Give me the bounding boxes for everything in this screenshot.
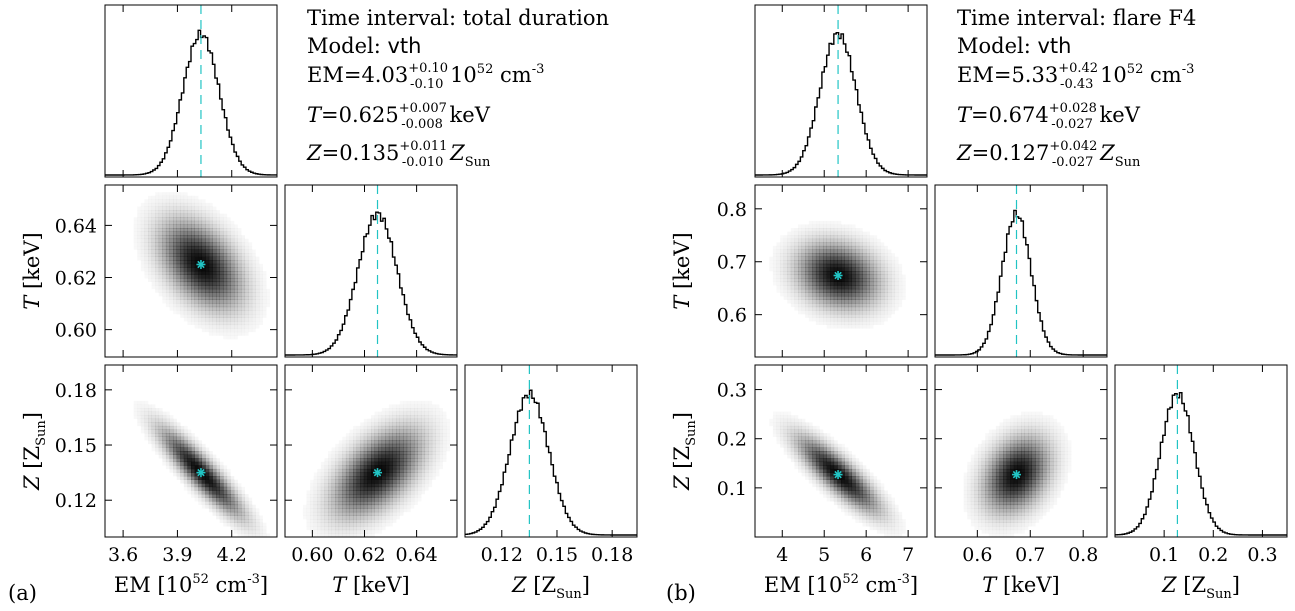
x-axis-label-em: EM [1052 cm-3] xyxy=(114,572,268,597)
y-axis-label-abundance: Z [ZSun] xyxy=(670,412,699,491)
density-Z-vs-EM-frame xyxy=(754,364,928,538)
x-tick-label: 0.7 xyxy=(1015,544,1045,566)
histogram-frame-T xyxy=(284,184,458,358)
x-tick-label: 0.3 xyxy=(1247,544,1277,566)
density-Z-vs-T xyxy=(310,404,447,538)
em-value-text: EM=4.03+0.10 -0.10 1052 cm-3 xyxy=(307,61,544,92)
best-fit-marker xyxy=(373,468,383,478)
model-text: Model: vth xyxy=(957,34,1071,58)
density-Z-vs-EM xyxy=(776,415,903,534)
histogram-frame-Z xyxy=(464,364,638,538)
y-tick-label: 0.12 xyxy=(55,490,97,512)
x-axis-label-abundance: Z [ZSun] xyxy=(1161,573,1240,602)
time-interval-text: Time interval: flare F4 xyxy=(957,6,1196,30)
density-T-vs-EM xyxy=(137,195,263,333)
x-tick-label: 0.18 xyxy=(591,544,633,566)
temperature-value-text: T=0.625+0.007 -0.008 keV xyxy=(307,101,491,132)
histogram-frame-EM xyxy=(104,4,278,178)
x-tick-label: 0.60 xyxy=(291,544,333,566)
y-tick-label: 0.18 xyxy=(55,380,97,402)
y-tick-label: 0.62 xyxy=(55,268,97,290)
density-T-vs-EM-frame xyxy=(104,184,278,358)
x-tick-label: 0.1 xyxy=(1149,544,1179,566)
x-tick-label: 3.9 xyxy=(162,544,192,566)
density-T-vs-EM-frame xyxy=(754,184,928,358)
model-text: Model: vth xyxy=(307,34,421,58)
y-axis-label-temperature: T [keV] xyxy=(670,232,694,309)
y-tick-label: 0.7 xyxy=(717,252,747,274)
best-fit-marker xyxy=(1012,470,1021,480)
histogram-line-T xyxy=(285,211,457,356)
corner-panel-b: 4 5 6 7 0.6 0.7 0.8 0.1 0.2 0.3 0.6 0.7 0.8 0.1 0.2 0.3… xyxy=(666,4,1288,605)
histogram-frame-EM xyxy=(754,4,928,178)
histogram-T xyxy=(935,185,1107,357)
x-tick-label: 0.62 xyxy=(343,544,385,566)
histogram-Z xyxy=(465,365,637,537)
panel-label: (b) xyxy=(666,581,696,605)
x-tick-label: 4 xyxy=(776,544,788,566)
x-axis-label-abundance: Z [ZSun] xyxy=(511,573,590,602)
density-Z-vs-T-frame xyxy=(934,364,1108,538)
histogram-frame-Z xyxy=(1114,364,1288,538)
x-tick-label: 0.8 xyxy=(1068,544,1098,566)
y-tick-label: 0.64 xyxy=(55,215,97,237)
histogram-line-Z xyxy=(1115,391,1287,536)
x-tick-label: 0.2 xyxy=(1198,544,1228,566)
abundance-value-text: Z=0.127+0.042 -0.027 ZSun xyxy=(956,139,1141,170)
histogram-EM xyxy=(105,5,277,177)
histogram-EM xyxy=(755,5,927,177)
x-tick-label: 4.2 xyxy=(217,544,247,566)
histogram-line-EM xyxy=(105,29,277,176)
best-fit-marker xyxy=(833,470,843,480)
x-tick-label: 5 xyxy=(818,544,830,566)
y-tick-label: 0.3 xyxy=(717,380,747,402)
temperature-value-text: T=0.674+0.028 -0.027 keV xyxy=(957,101,1141,132)
y-tick-label: 0.2 xyxy=(717,429,747,451)
histogram-line-T xyxy=(935,209,1107,356)
best-fit-marker xyxy=(196,468,206,478)
abundance-value-text: Z=0.135+0.011 -0.010 ZSun xyxy=(306,139,491,170)
best-fit-marker xyxy=(196,259,206,269)
histogram-frame-T xyxy=(934,184,1108,358)
histogram-Z xyxy=(1115,365,1287,537)
x-axis-label-temperature: T [keV] xyxy=(982,573,1059,597)
y-axis-label-temperature: T [keV] xyxy=(20,232,44,309)
histogram-line-EM xyxy=(755,31,927,176)
corner-panel-a: 3.6 3.9 4.2 0.60 0.62 0.64 0.12 0.15 0.18 0.60 0.6… xyxy=(8,4,638,605)
em-value-text: EM=5.33+0.42 -0.43 1052 cm-3 xyxy=(957,61,1194,92)
x-tick-label: 0.15 xyxy=(536,544,578,566)
histogram-T xyxy=(285,185,457,357)
density-T-vs-EM xyxy=(776,224,903,326)
x-tick-label: 7 xyxy=(902,544,914,566)
y-tick-label: 0.6 xyxy=(717,305,747,327)
y-tick-label: 0.15 xyxy=(55,435,97,457)
x-tick-label: 6 xyxy=(860,544,872,566)
y-tick-label: 0.1 xyxy=(717,478,747,500)
panel-label: (a) xyxy=(8,581,37,605)
x-tick-label: 0.6 xyxy=(962,544,992,566)
density-Z-vs-T xyxy=(967,415,1068,534)
x-tick-label: 3.6 xyxy=(108,544,138,566)
y-axis-label-abundance: Z [ZSun] xyxy=(20,412,49,491)
x-axis-label-temperature: T [keV] xyxy=(332,573,409,597)
x-tick-label: 0.12 xyxy=(481,544,523,566)
y-tick-label: 0.8 xyxy=(717,199,747,221)
histogram-line-Z xyxy=(465,389,637,536)
x-tick-label: 0.64 xyxy=(395,544,437,566)
y-tick-label: 0.60 xyxy=(55,320,97,342)
density-Z-vs-EM xyxy=(137,404,263,538)
density-Z-vs-T-frame xyxy=(284,364,458,538)
density-Z-vs-EM-frame xyxy=(104,364,278,538)
time-interval-text: Time interval: total duration xyxy=(307,6,609,30)
best-fit-marker xyxy=(833,271,843,280)
x-axis-label-em: EM [1052 cm-3] xyxy=(764,572,918,597)
